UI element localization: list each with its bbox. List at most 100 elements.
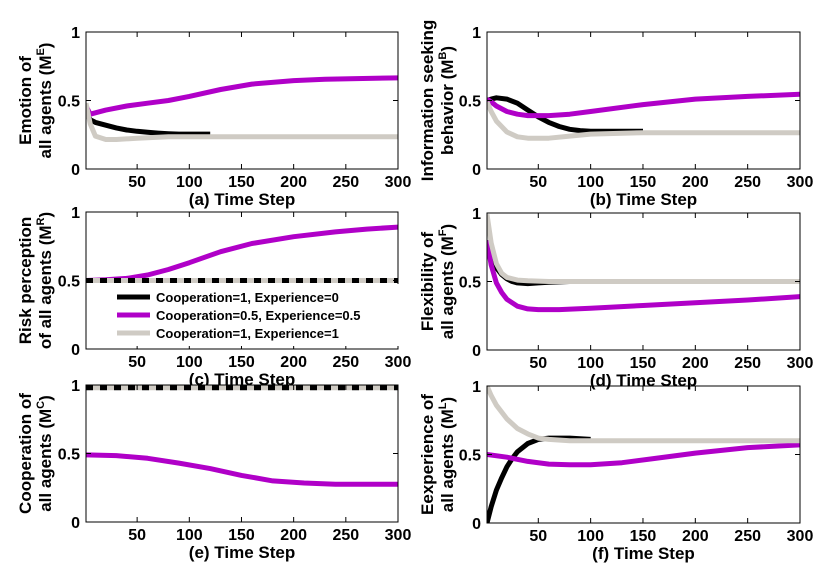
x-tick-label: 50: [128, 527, 146, 544]
y-tick-label: 0: [472, 343, 481, 360]
axes-frame: [85, 384, 399, 523]
y-label-close: ): [36, 43, 55, 49]
y-axis-label: Eexperience of all agents (ML): [418, 394, 457, 515]
y-tick-label: 0.5: [459, 448, 481, 465]
x-tick-label: 150: [630, 355, 657, 372]
axes-frame: [486, 385, 801, 524]
y-label-close: ): [36, 395, 55, 401]
y-tick-label: 0.5: [58, 274, 80, 291]
series-line-magenta: [86, 75, 398, 117]
y-axis-label: Information seeking behavior (MB): [418, 20, 457, 182]
x-tick-label: 200: [682, 528, 709, 545]
x-tick-label: 250: [332, 527, 359, 544]
y-axis-label-line1: Cooperation of: [16, 393, 35, 514]
y-axis-label: Risk perception of all agents (MR): [16, 212, 55, 349]
series-group: [86, 75, 398, 142]
series-line-gray: [86, 102, 398, 142]
y-label-text: of all agents (M: [36, 225, 55, 349]
series-group: [86, 224, 398, 283]
series-line-black: [487, 435, 591, 523]
x-axis-label: (c) Time Step: [189, 370, 295, 389]
x-tick-label: 250: [734, 355, 761, 372]
axes-frame: [85, 31, 399, 170]
y-label-close: ): [36, 212, 55, 218]
y-axis-label: Cooperation of all agents (MC): [16, 393, 55, 514]
y-tick-label: 1: [71, 378, 80, 395]
x-tick-label: 200: [280, 354, 307, 371]
x-tick-label: 50: [529, 174, 547, 191]
x-tick-label: 150: [228, 354, 255, 371]
y-axis-label-line2: all agents (ME): [35, 43, 55, 159]
x-tick-label: 250: [332, 354, 359, 371]
y-label-superscript: F: [437, 229, 449, 236]
series-line-magenta: [86, 224, 398, 283]
x-tick-label: 200: [682, 355, 709, 372]
x-tick-label: 100: [577, 174, 604, 191]
panel-e: 50 100 150 200 250 300 0 0.5 1 (e) Time Step Coope…: [16, 378, 411, 562]
x-tick-label: 250: [734, 174, 761, 191]
panel-f: 50 100 150 200 250 300 0 0.5 1 (f) Time Step Eexpe…: [418, 379, 813, 563]
x-tick-label: 150: [228, 527, 255, 544]
legend-label: Cooperation=0.5, Experience=0.5: [156, 308, 360, 323]
x-tick-label: 50: [529, 355, 547, 372]
x-tick-label: 100: [176, 354, 203, 371]
series-line-magenta: [487, 239, 800, 313]
y-label-superscript: E: [35, 48, 47, 55]
y-label-superscript: B: [437, 52, 449, 60]
y-tick-label: 0: [472, 162, 481, 179]
y-tick-label: 1: [472, 25, 481, 42]
x-tick-label: 100: [176, 527, 203, 544]
y-axis-label-line1: Eexperience of: [418, 394, 437, 515]
x-tick-label: 200: [280, 174, 307, 191]
panel-d: 50 100 150 200 250 300 0 0.5 1 (d) Time Step Flexi…: [418, 206, 813, 390]
y-axis-label: Emotion of all agents (ME): [16, 43, 55, 159]
y-label-text: all agents (M: [438, 236, 457, 339]
x-tick-label: 150: [630, 528, 657, 545]
y-axis-label-line2: all agents (MC): [35, 395, 55, 512]
x-tick-label: 50: [128, 354, 146, 371]
series-line-gray: [487, 214, 800, 284]
y-axis-label-line1: Flexibility of: [418, 232, 437, 332]
y-tick-label: 1: [472, 206, 481, 223]
x-tick-label: 300: [787, 528, 814, 545]
y-axis-label-line1: Information seeking: [418, 20, 437, 182]
x-axis-label: (a) Time Step: [189, 190, 295, 209]
y-tick-label: 0.5: [58, 94, 80, 111]
x-tick-label: 250: [734, 528, 761, 545]
series-line-black: [86, 110, 211, 137]
y-label-close: ): [438, 46, 457, 52]
y-label-text: all agents (M: [36, 56, 55, 159]
y-axis-label: Flexibility of all agents (MF): [418, 224, 457, 339]
y-axis-label-line1: Emotion of: [16, 56, 35, 145]
panel-b: 50 100 150 200 250 300 0 0.5 1 (b) Time Step Infor…: [418, 20, 813, 209]
x-tick-label: 150: [630, 174, 657, 191]
x-tick-label: 100: [176, 174, 203, 191]
legend-box: [113, 284, 403, 346]
series-line-magenta: [487, 91, 800, 119]
x-tick-label: 50: [529, 528, 547, 545]
series-line-gray: [487, 100, 800, 141]
y-tick-label: 0: [71, 342, 80, 359]
y-label-close: ): [438, 224, 457, 230]
legend-label: Cooperation=1, Experience=0: [156, 290, 339, 305]
series-group: [487, 91, 800, 141]
y-label-text: behavior (M: [438, 60, 457, 155]
x-tick-label: 150: [228, 174, 255, 191]
y-axis-label-line2: behavior (MB): [437, 46, 457, 155]
y-axis-label-line2: all agents (ML): [437, 397, 457, 512]
x-tick-label: 100: [577, 528, 604, 545]
y-tick-label: 0.5: [459, 275, 481, 292]
y-tick-label: 0.5: [58, 447, 80, 464]
x-tick-label: 50: [128, 174, 146, 191]
x-axis-label: (f) Time Step: [592, 544, 695, 563]
x-tick-label: 250: [332, 174, 359, 191]
panel-c: 50 100 150 200 250 300 0 0.5 1 (c) Time Step Risk …: [16, 205, 411, 389]
series-line-black: [487, 239, 581, 287]
x-axis-label: (e) Time Step: [189, 543, 295, 562]
series-group: [86, 385, 398, 487]
series-line-gray: [487, 386, 800, 444]
x-tick-label: 200: [280, 527, 307, 544]
panel-a: 50 100 150 200 250 300 0 0.5 1 (a) Time Step Emoti…: [16, 25, 411, 209]
series-line-magenta: [487, 442, 800, 468]
series-line-magenta: [86, 452, 398, 487]
